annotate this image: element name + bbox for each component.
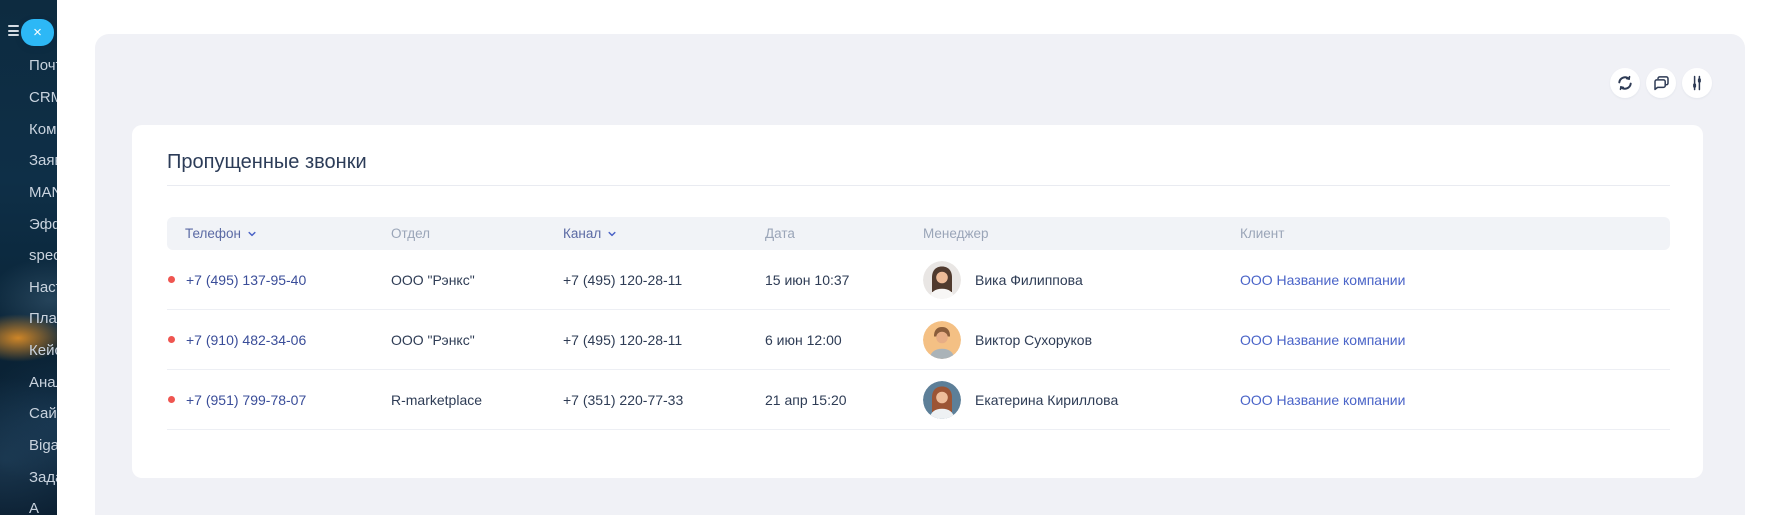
sidebar-nav: Почт CRM Комп Заяв MAN Эфф spec Наст Пла… bbox=[29, 50, 57, 515]
date-cell: 6 июн 12:00 bbox=[765, 331, 842, 348]
sidebar-item-pocht[interactable]: Почт bbox=[29, 57, 57, 75]
widget-toolbar bbox=[1610, 68, 1712, 98]
client-cell: ООО Название компании bbox=[1240, 392, 1670, 408]
avatar bbox=[923, 320, 961, 359]
main-panel: Пропущенные звонки Телефон Отдел Канал bbox=[95, 34, 1745, 515]
sidebar-item-anal[interactable]: Анал bbox=[29, 373, 57, 391]
table-header-row: Телефон Отдел Канал Дата bbox=[167, 217, 1670, 250]
client-link[interactable]: ООО Название компании bbox=[1240, 391, 1406, 408]
sidebar-item-spec[interactable]: spec bbox=[29, 247, 57, 265]
manager-name: Вика Филиппова bbox=[975, 271, 1083, 288]
divider bbox=[167, 185, 1670, 186]
hamburger-menu-icon[interactable] bbox=[8, 25, 19, 39]
missed-call-dot bbox=[168, 336, 175, 343]
channel-cell: +7 (351) 220-77-33 bbox=[563, 391, 684, 408]
department-cell: ООО "Рэнкс" bbox=[391, 271, 475, 288]
phone-cell: +7 (495) 137-95-40 bbox=[167, 272, 391, 288]
chat-button[interactable] bbox=[1646, 68, 1676, 98]
date-cell: 21 апр 15:20 bbox=[765, 391, 847, 408]
missed-call-dot bbox=[168, 396, 175, 403]
manager-cell: Екатерина Кириллова bbox=[923, 380, 1240, 419]
phone-link[interactable]: +7 (495) 137-95-40 bbox=[186, 271, 307, 288]
manager-name: Екатерина Кириллова bbox=[975, 391, 1119, 408]
manager-cell: Вика Филиппова bbox=[923, 260, 1240, 299]
chat-icon bbox=[1653, 75, 1670, 91]
channel-cell: +7 (495) 120-28-11 bbox=[563, 331, 683, 348]
avatar bbox=[923, 260, 961, 299]
sidebar-item-a[interactable]: А bbox=[29, 500, 40, 515]
column-header-department: Отдел bbox=[391, 226, 431, 241]
sidebar-item-keis[interactable]: Кейс bbox=[29, 342, 57, 360]
column-header-phone[interactable]: Телефон bbox=[167, 226, 391, 241]
column-header-client: Клиент bbox=[1240, 226, 1285, 241]
phone-link[interactable]: +7 (910) 482-34-06 bbox=[186, 331, 307, 348]
chevron-down-icon bbox=[607, 229, 617, 239]
sidebar-item-plan[interactable]: План bbox=[29, 310, 57, 328]
column-header-date: Дата bbox=[765, 226, 795, 241]
filters-sliders-icon bbox=[1690, 75, 1704, 91]
phone-cell: +7 (951) 799-78-07 bbox=[167, 392, 391, 408]
sidebar-item-nast[interactable]: Наст bbox=[29, 278, 57, 296]
card-title: Пропущенные звонки bbox=[167, 151, 367, 173]
chevron-down-icon bbox=[247, 229, 257, 239]
client-link[interactable]: ООО Название компании bbox=[1240, 271, 1406, 288]
column-header-manager: Менеджер bbox=[923, 226, 989, 241]
avatar bbox=[923, 380, 961, 419]
department-cell: ООО "Рэнкс" bbox=[391, 331, 475, 348]
close-sidebar-button[interactable]: × bbox=[21, 19, 54, 46]
refresh-button[interactable] bbox=[1610, 68, 1640, 98]
sidebar-item-biga[interactable]: Biga bbox=[29, 437, 57, 454]
sidebar-item-crm[interactable]: CRM bbox=[29, 88, 57, 106]
date-cell: 15 июн 10:37 bbox=[765, 271, 850, 288]
phone-link[interactable]: +7 (951) 799-78-07 bbox=[186, 391, 307, 408]
filters-button[interactable] bbox=[1682, 68, 1712, 98]
channel-cell: +7 (495) 120-28-11 bbox=[563, 271, 683, 288]
column-header-channel[interactable]: Канал bbox=[563, 226, 765, 241]
phone-cell: +7 (910) 482-34-06 bbox=[167, 332, 391, 348]
missed-call-dot bbox=[168, 276, 175, 283]
sidebar-item-eff[interactable]: Эфф bbox=[29, 215, 57, 233]
refresh-icon bbox=[1617, 75, 1633, 91]
manager-cell: Виктор Сухоруков bbox=[923, 320, 1240, 359]
client-link[interactable]: ООО Название компании bbox=[1240, 331, 1406, 348]
sidebar-item-komp[interactable]: Комп bbox=[29, 120, 57, 138]
client-cell: ООО Название компании bbox=[1240, 332, 1670, 348]
department-cell: R-marketplace bbox=[391, 391, 483, 408]
sidebar-item-zada[interactable]: Зада bbox=[29, 468, 57, 486]
table-row: +7 (951) 799-78-07 R-marketplace +7 (351… bbox=[167, 370, 1670, 430]
table-row: +7 (910) 482-34-06 ООО "Рэнкс" +7 (495) … bbox=[167, 310, 1670, 370]
missed-calls-card: Пропущенные звонки Телефон Отдел Канал bbox=[132, 125, 1703, 478]
sidebar-item-zayav[interactable]: Заяв bbox=[29, 152, 57, 170]
sidebar-item-man[interactable]: MAN bbox=[29, 183, 57, 201]
sidebar-item-sait[interactable]: Сайт bbox=[29, 405, 57, 423]
manager-name: Виктор Сухоруков bbox=[975, 331, 1093, 348]
client-cell: ООО Название компании bbox=[1240, 272, 1670, 288]
table-row: +7 (495) 137-95-40 ООО "Рэнкс" +7 (495) … bbox=[167, 250, 1670, 310]
sidebar: Почт CRM Комп Заяв MAN Эфф spec Наст Пла… bbox=[0, 0, 57, 515]
